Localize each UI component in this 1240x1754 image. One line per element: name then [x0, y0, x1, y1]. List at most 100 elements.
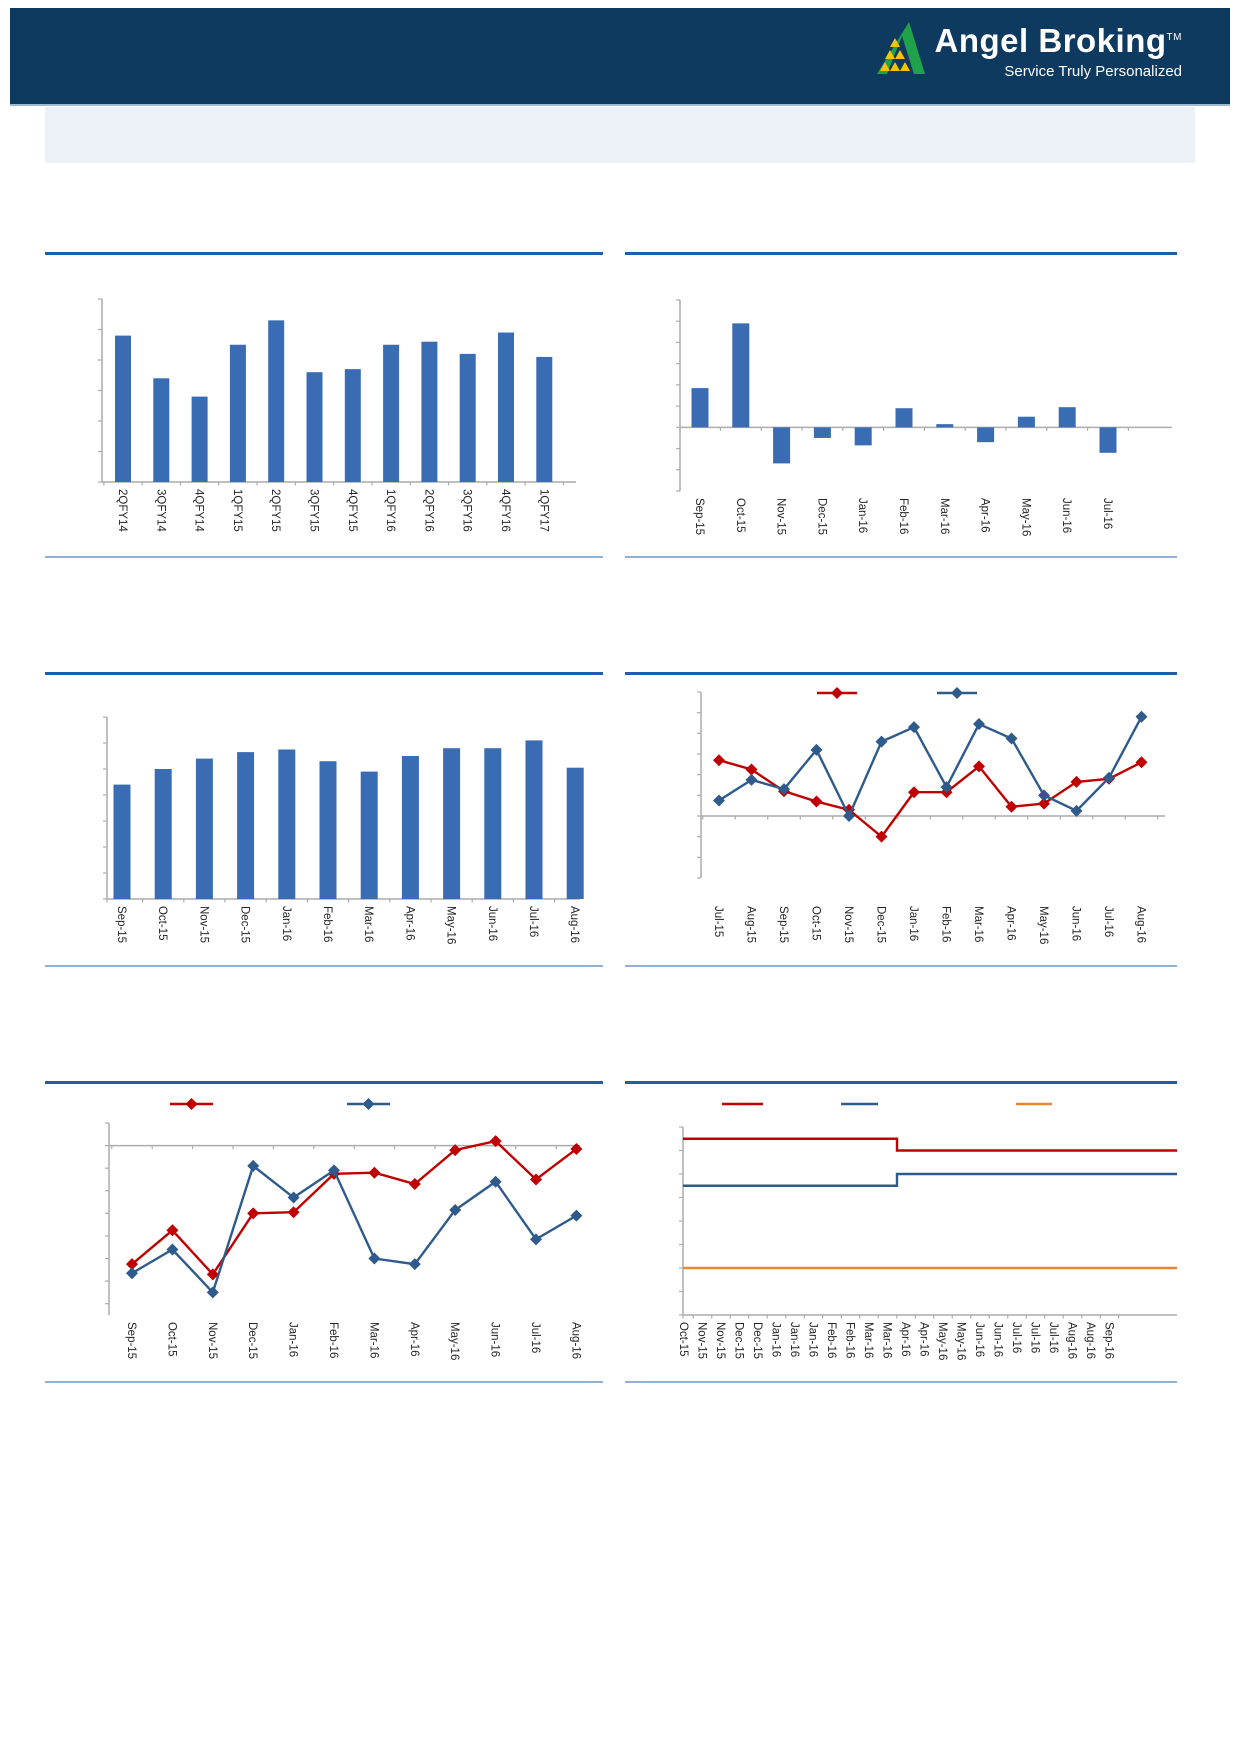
bar — [443, 748, 461, 899]
chart-monthly-net-bars: Sep-15 Oct-15 Nov-15 Dec-15 Jan-16 Feb-16 Mar-… — [676, 299, 1172, 536]
bar — [498, 332, 514, 482]
x-axis-label: Nov-15 — [842, 906, 854, 943]
x-axis-label: Apr-16 — [408, 1322, 420, 1357]
legend-marker-blue — [951, 687, 963, 699]
x-axis-label: Dec-15 — [239, 906, 251, 943]
bar — [813, 427, 831, 438]
point-blue — [1135, 710, 1148, 723]
x-axis-label: Nov-15 — [714, 1322, 726, 1359]
bar — [536, 356, 553, 482]
point-blue — [875, 735, 888, 748]
point-red — [713, 754, 725, 767]
x-axis-label: Dec-15 — [815, 498, 827, 535]
title-rule-row2-left — [45, 672, 603, 675]
point-blue — [1005, 732, 1018, 745]
bottom-rule-row3-right — [625, 1381, 1177, 1383]
x-axis-label: Sep-16 — [1102, 1322, 1114, 1359]
point-blue — [247, 1159, 260, 1172]
x-axis-label: May-16 — [954, 1322, 966, 1360]
bar — [773, 427, 791, 464]
x-axis-label: Jan-16 — [287, 1322, 299, 1357]
bottom-rule-row2-right — [625, 965, 1177, 967]
point-blue — [489, 1175, 502, 1188]
point-blue — [368, 1252, 381, 1265]
point-blue — [1103, 771, 1115, 784]
point-blue — [449, 1203, 462, 1216]
x-axis-label: Nov-15 — [206, 1322, 218, 1359]
x-axis-label: Feb-16 — [825, 1322, 837, 1358]
x-axis-label: Oct-15 — [156, 906, 168, 941]
x-axis-label: Apr-16 — [403, 906, 415, 941]
x-axis-label: Feb-16 — [939, 906, 951, 942]
point-blue — [206, 1286, 219, 1299]
point-blue — [810, 743, 823, 756]
x-axis-label: 2QFY15 — [269, 489, 281, 532]
x-axis-label: Dec-15 — [246, 1322, 258, 1359]
x-axis-label: Aug-16 — [569, 1322, 581, 1359]
bar — [401, 756, 419, 899]
brand-tagline: Service Truly Personalized — [1004, 63, 1182, 80]
header-bar: Angel BrokingTM Service Truly Personaliz… — [10, 8, 1230, 106]
point-blue — [328, 1164, 340, 1177]
x-axis-label: Sep-15 — [115, 906, 127, 943]
x-axis-label: Jun-16 — [489, 1322, 501, 1357]
x-axis-label: 3QFY15 — [307, 489, 319, 532]
chart-monthly-bars: Sep-15 Oct-15 Nov-15 Dec-15 Jan-16 Feb-16 Mar-… — [103, 716, 584, 944]
title-rule-row1-left — [45, 252, 603, 255]
x-axis-label: Jan-16 — [788, 1322, 800, 1357]
x-axis-label: 1QFY16 — [384, 489, 396, 532]
x-axis-label: Nov-15 — [695, 1322, 707, 1359]
x-axis-label: May-16 — [448, 1322, 460, 1360]
x-axis-label: Dec-15 — [751, 1322, 763, 1359]
logo-icon — [876, 22, 925, 74]
bar — [268, 320, 285, 482]
chart-dual-line-negative: Sep-15 Oct-15 Nov-15 Dec-15 Jan-16 Feb-16 Mar-… — [105, 1098, 583, 1360]
bar — [154, 769, 172, 899]
x-axis-label: 3QFY16 — [461, 489, 473, 532]
x-axis-label: Jan-16 — [856, 498, 868, 533]
point-red — [126, 1258, 138, 1271]
bar — [383, 344, 400, 482]
x-axis-label: 1QFY15 — [231, 489, 243, 532]
bar — [360, 771, 378, 899]
chart-dual-line: Jul-15 Aug-15 Sep-15 Oct-15 Nov-15 Dec-15 Jan-… — [697, 687, 1165, 944]
x-axis-label: Jul-15 — [712, 906, 724, 937]
title-rule-row3-right — [625, 1081, 1177, 1084]
x-axis-label: Sep-15 — [777, 906, 789, 943]
bar — [525, 740, 543, 899]
step-line-red — [683, 1137, 1177, 1152]
x-axis-label: Mar-16 — [880, 1322, 892, 1358]
bar — [421, 341, 438, 482]
point-blue — [778, 783, 790, 796]
legend-marker-red — [831, 687, 843, 699]
bar — [484, 748, 502, 899]
x-axis-label: 4QFY15 — [346, 489, 358, 532]
point-blue — [713, 794, 725, 807]
x-axis-label: 2QFY14 — [116, 489, 128, 532]
bar — [732, 323, 750, 428]
bar — [153, 378, 170, 482]
x-axis-label: Jul-16 — [1047, 1322, 1059, 1353]
x-axis-label: Feb-16 — [327, 1322, 339, 1358]
point-red — [449, 1144, 462, 1157]
trademark-mark: TM — [1166, 32, 1182, 43]
point-red — [489, 1135, 502, 1148]
x-axis-label: Jul-16 — [1028, 1322, 1040, 1353]
x-axis-label: 3QFY14 — [154, 489, 166, 532]
x-axis-label: Jul-16 — [529, 1322, 541, 1353]
point-red — [570, 1142, 583, 1155]
x-axis-label: Sep-15 — [125, 1322, 137, 1359]
line-red — [131, 1139, 578, 1277]
x-axis-label: Apr-16 — [899, 1322, 911, 1357]
brand-name: Angel BrokingTM — [934, 22, 1182, 59]
point-blue — [973, 718, 985, 731]
point-blue — [843, 810, 855, 822]
x-axis-label: 1QFY17 — [537, 489, 549, 532]
step-line-blue — [683, 1172, 1177, 1187]
point-red — [368, 1166, 381, 1179]
bar — [278, 749, 296, 899]
bar — [113, 784, 131, 899]
bar — [1058, 407, 1076, 428]
bar — [115, 335, 131, 482]
